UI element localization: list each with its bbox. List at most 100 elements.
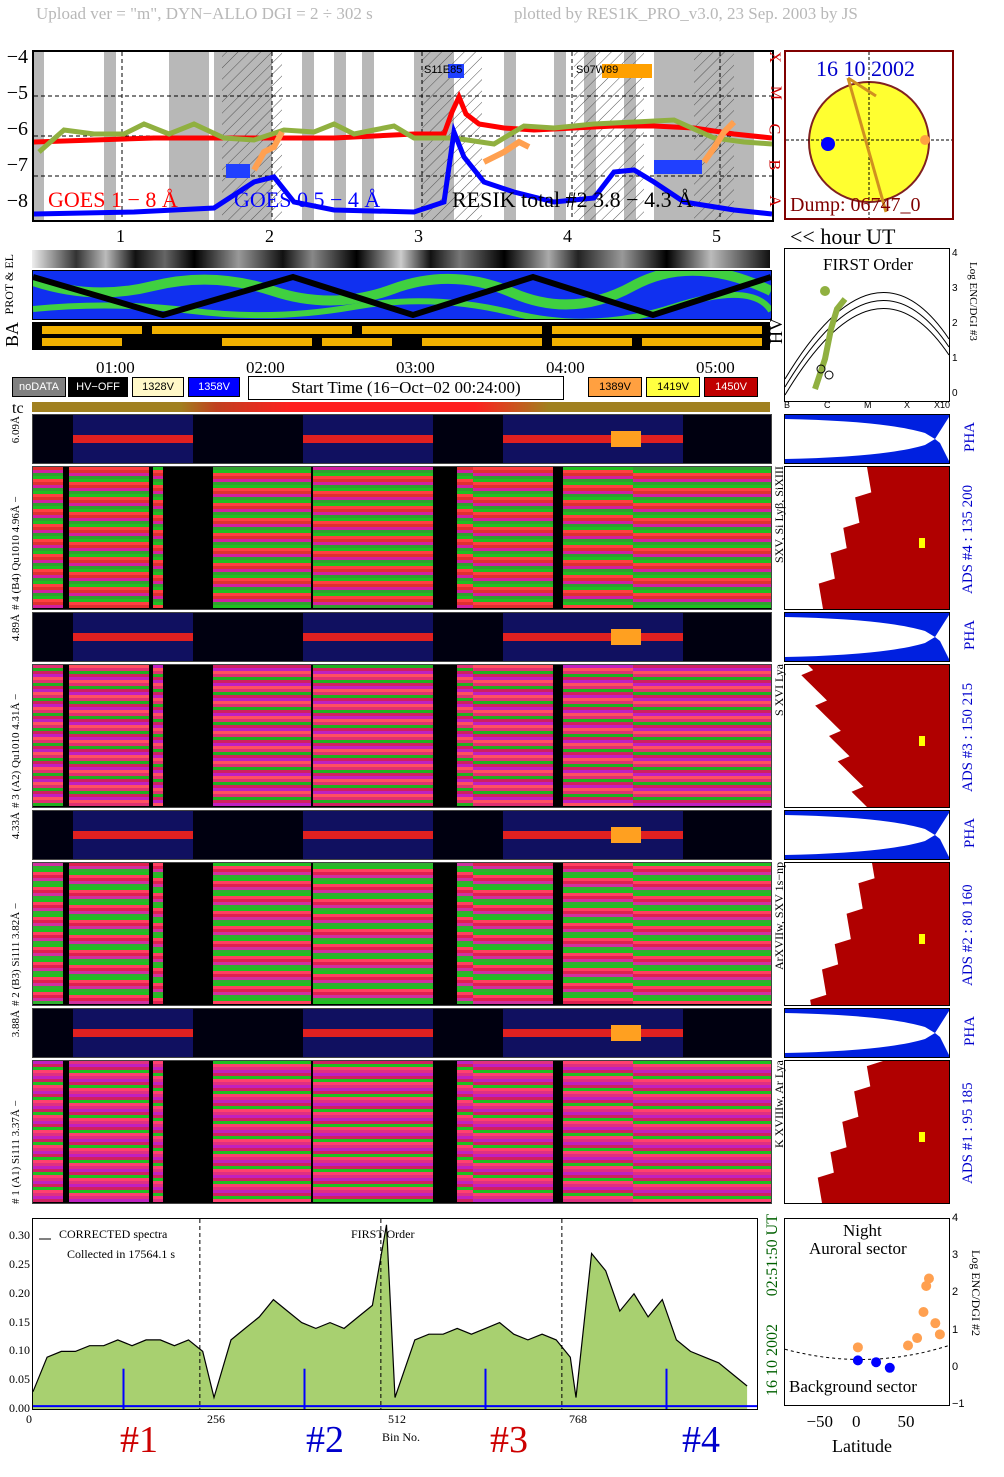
ba-strip	[32, 322, 770, 350]
pha-histogram	[784, 612, 950, 662]
first-order-x-tick: X10	[934, 400, 951, 410]
latitude-y-tick: 1	[952, 1323, 959, 1336]
hour-tick: 2	[265, 226, 274, 246]
legend-1389v: 1389V	[588, 377, 642, 397]
region1-label: S11E85	[424, 64, 463, 76]
goes-y-tick: −8	[6, 190, 28, 212]
section-1-label: #1	[120, 1419, 158, 1461]
grey-strip	[32, 250, 770, 268]
goes-y-tick: −5	[6, 82, 28, 104]
header-left: Upload ver = "m", DYN−ALLO DGI = 2 ÷ 302…	[36, 4, 373, 23]
ads-histogram	[784, 466, 950, 610]
latitude-y-label: Log ENC/DGI #2	[969, 1250, 983, 1336]
first-order-title: FIRST Order	[823, 255, 913, 274]
goes-shading	[34, 52, 772, 220]
latitude-panel: Night Auroral sector Background sector	[784, 1218, 950, 1406]
latitude-boundary	[785, 1345, 949, 1361]
green-curve	[37, 117, 772, 154]
pha-text: PHA	[962, 620, 978, 651]
legend-nodata: noDATA	[12, 377, 66, 397]
pha-text: PHA	[962, 422, 978, 453]
latitude-title1: Night	[843, 1221, 882, 1240]
line-id-label: SXV, Si Lyβ, SiXIII	[772, 466, 786, 563]
time-axis: 01:00 02:00 03:00 04:00 05:00	[32, 358, 772, 377]
latitude-title2: Auroral sector	[809, 1239, 907, 1258]
spectrum-plot	[33, 1219, 757, 1409]
goes054-curve	[34, 122, 772, 217]
pha-text: PHA	[962, 1016, 978, 1047]
spectrum-text1: CORRECTED spectra	[59, 1227, 168, 1241]
ads-label: ADS #1 : 95 185	[960, 1082, 976, 1184]
time-tick: 03:00	[396, 358, 435, 377]
prot-el-strip	[32, 270, 772, 320]
latitude-point	[930, 1318, 941, 1329]
pha-range-label: 4.89Å	[10, 614, 22, 642]
resik-legend: RESIK total #2 3.8 − 4.3 Å	[452, 187, 693, 212]
tc-strip	[32, 402, 770, 412]
goes-y-tick: −4	[6, 46, 28, 68]
header-right: plotted by RES1K_PRO_v3.0, 23 Sep. 2003 …	[514, 4, 858, 23]
ads-label: ADS #2 : 80 160	[960, 884, 976, 986]
latitude-point	[923, 1273, 934, 1284]
spectrum-panel: CORRECTED spectra Collected in 17564.1 s…	[32, 1218, 758, 1410]
legend-1358v: 1358V	[188, 377, 240, 397]
latitude-point	[871, 1357, 882, 1368]
spectrum-x-tick: 768	[569, 1412, 587, 1426]
first-order-y-tick: 4	[952, 248, 958, 259]
region2-label: S07W89	[576, 64, 619, 76]
time-tick: 04:00	[546, 358, 585, 377]
line-id-label: ArXVIIw, SXV 1s−np	[772, 862, 786, 971]
pha-range-label: 4.33Å	[10, 812, 22, 840]
pha-histogram	[784, 810, 950, 860]
prot-el-label: PROT & EL	[2, 254, 16, 315]
hour-tick: 5	[712, 226, 721, 246]
spectrogram	[32, 1060, 772, 1204]
section-3-label: #3	[490, 1419, 528, 1461]
spectrum-y-axis: 0.30 0.25 0.20 0.15 0.10 0.05 0.00	[0, 1218, 30, 1415]
goes-class-tick: M	[767, 85, 785, 101]
hour-tick: 1	[116, 226, 125, 246]
hour-tick: 4	[563, 226, 572, 246]
spectrum-x-tick: 256	[207, 1412, 225, 1426]
legend-1419v: 1419V	[646, 377, 700, 397]
hour-axis-label: << hour UT	[790, 224, 896, 249]
ads-histogram	[784, 1060, 950, 1204]
time-tick: 01:00	[96, 358, 135, 377]
pha-histogram	[784, 1008, 950, 1058]
spectrum-line	[33, 1224, 748, 1400]
spectrum-x-tick: 512	[388, 1412, 406, 1426]
latitude-point	[918, 1307, 929, 1317]
spectrum-y-tick: 0.10	[9, 1343, 30, 1358]
pha-histogram	[784, 414, 950, 464]
pha-range-label: 3.88Å	[10, 1010, 22, 1038]
first-order-x-axis: B C M X X10	[784, 400, 950, 412]
pha-strip	[32, 414, 772, 464]
start-time: Start Time (16−Oct−02 00:24:00)	[248, 376, 564, 400]
section-2-label: #2	[306, 1419, 344, 1461]
latitude-x-axis: −50 0 50	[784, 1412, 950, 1432]
first-order-x-tick: C	[824, 400, 831, 410]
latitude-point	[852, 1355, 863, 1366]
time-tick: 05:00	[696, 358, 735, 377]
goes-class-tick: C	[765, 123, 783, 135]
first-order-panel: FIRST Order	[784, 248, 950, 402]
spectrum-area	[33, 1224, 748, 1409]
first-order-x-tick: X	[904, 400, 911, 410]
ads-label: ADS #3 : 150 215	[960, 682, 976, 792]
latitude-bottom: Background sector	[789, 1377, 917, 1396]
goes-y-tick: −7	[6, 154, 28, 176]
latitude-x-tick: −50	[806, 1412, 834, 1431]
latitude-point	[912, 1333, 923, 1344]
goes-y-axis: −4 −5 −6 −7 −8	[0, 46, 30, 220]
time-tick: 02:00	[246, 358, 285, 377]
tc-label: tc	[12, 400, 24, 417]
spectrum-text2: Collected in 17564.1 s	[67, 1247, 175, 1261]
goes-class-tick: B	[765, 159, 783, 171]
ads-histogram	[784, 664, 950, 808]
sun-panel: 16 10 2002 Dump: 06747_0	[784, 50, 954, 220]
latitude-point	[852, 1342, 863, 1353]
ads-label: ADS #4 : 135 200	[960, 484, 976, 594]
goes054-legend: GOES 0.5 − 4 Å	[234, 187, 381, 212]
latitude-point	[934, 1329, 945, 1340]
first-order-y-tick: 0	[952, 388, 958, 399]
